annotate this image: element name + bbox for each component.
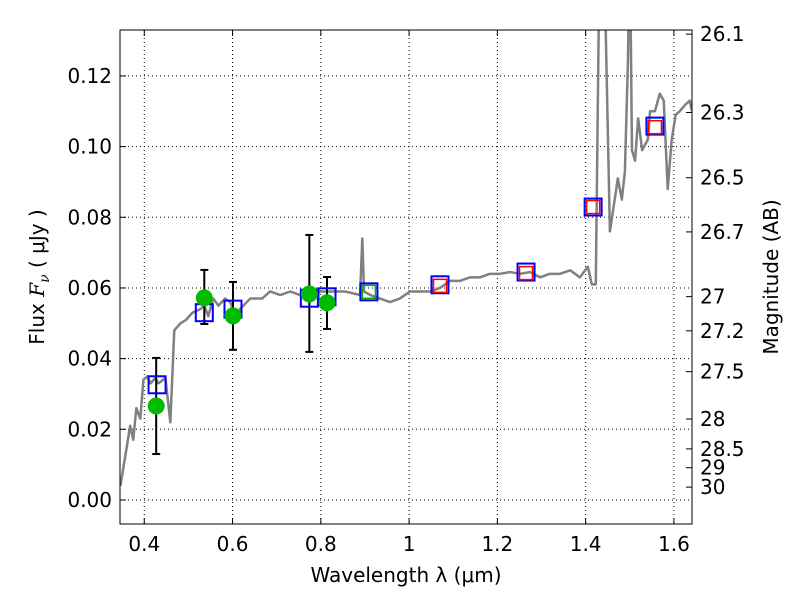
- y2-tick-label: 29: [700, 456, 725, 480]
- x-tick-label: 0.4: [128, 532, 160, 556]
- y-tick-label: 0.08: [67, 205, 112, 229]
- y2-tick-label: 27.5: [700, 360, 745, 384]
- y2-tick-label: 27: [700, 285, 725, 309]
- observed-point: [300, 285, 318, 303]
- model-photometry-square: [645, 116, 665, 136]
- y-tick-label: 0.06: [67, 276, 112, 300]
- y2-axis-label: Magnitude (AB): [759, 199, 783, 354]
- predicted-photometry-square: [432, 278, 448, 294]
- model-spectrum-line: [120, 30, 692, 487]
- observed-point: [318, 294, 336, 312]
- predicted-photometry-square: [585, 199, 601, 215]
- predicted-photometry-square: [518, 265, 534, 281]
- x-tick-label: 1.2: [481, 532, 513, 556]
- observed-point: [147, 397, 165, 415]
- x-tick-label: 0.8: [305, 532, 337, 556]
- y2-tick-label: 26.3: [700, 101, 745, 125]
- x-tick-label: 1.6: [658, 532, 690, 556]
- y2-tick-label: 30: [700, 475, 725, 499]
- x-tick-label: 0.6: [217, 532, 249, 556]
- observed-point: [195, 289, 213, 307]
- y2-tick-label: 28: [700, 407, 725, 431]
- y-axis-label: Flux Fν ( μJy ): [25, 209, 53, 344]
- y-tick-label: 0.00: [67, 488, 112, 512]
- predicted-photometry-square-green: [361, 284, 377, 300]
- axes: 0.4 0.6 0.8 1 1.2 1.4 1.6 0.00 0.02 0.04 0.06 0.08 0…: [67, 22, 744, 556]
- y2-tick-label: 26.7: [700, 220, 745, 244]
- model-photometry-square: [516, 262, 536, 282]
- y-tick-label: 0.12: [67, 64, 112, 88]
- y-tick-label: 0.02: [67, 417, 112, 441]
- y2-tick-label: 27.2: [700, 319, 745, 343]
- x-tick-label: 1.4: [570, 532, 602, 556]
- predicted-photometry-square: [647, 119, 663, 135]
- y2-tick-label: 26.5: [700, 166, 745, 190]
- model-photometry-square: [583, 197, 603, 217]
- y-tick-label: 0.04: [67, 347, 112, 371]
- plot-frame: [119, 29, 693, 525]
- model-photometry-square: [430, 275, 450, 295]
- model-photometry-square: [359, 282, 379, 302]
- plot-area: [120, 30, 692, 487]
- x-axis-label: Wavelength λ (μm): [310, 563, 501, 587]
- model-photometry-square: [147, 375, 167, 395]
- observed-point: [224, 307, 242, 325]
- y-tick-label: 0.10: [67, 135, 112, 159]
- x-tick-label: 1: [403, 532, 416, 556]
- y2-tick-label: 26.1: [700, 22, 745, 46]
- y2-tick-label: 28.5: [700, 437, 745, 461]
